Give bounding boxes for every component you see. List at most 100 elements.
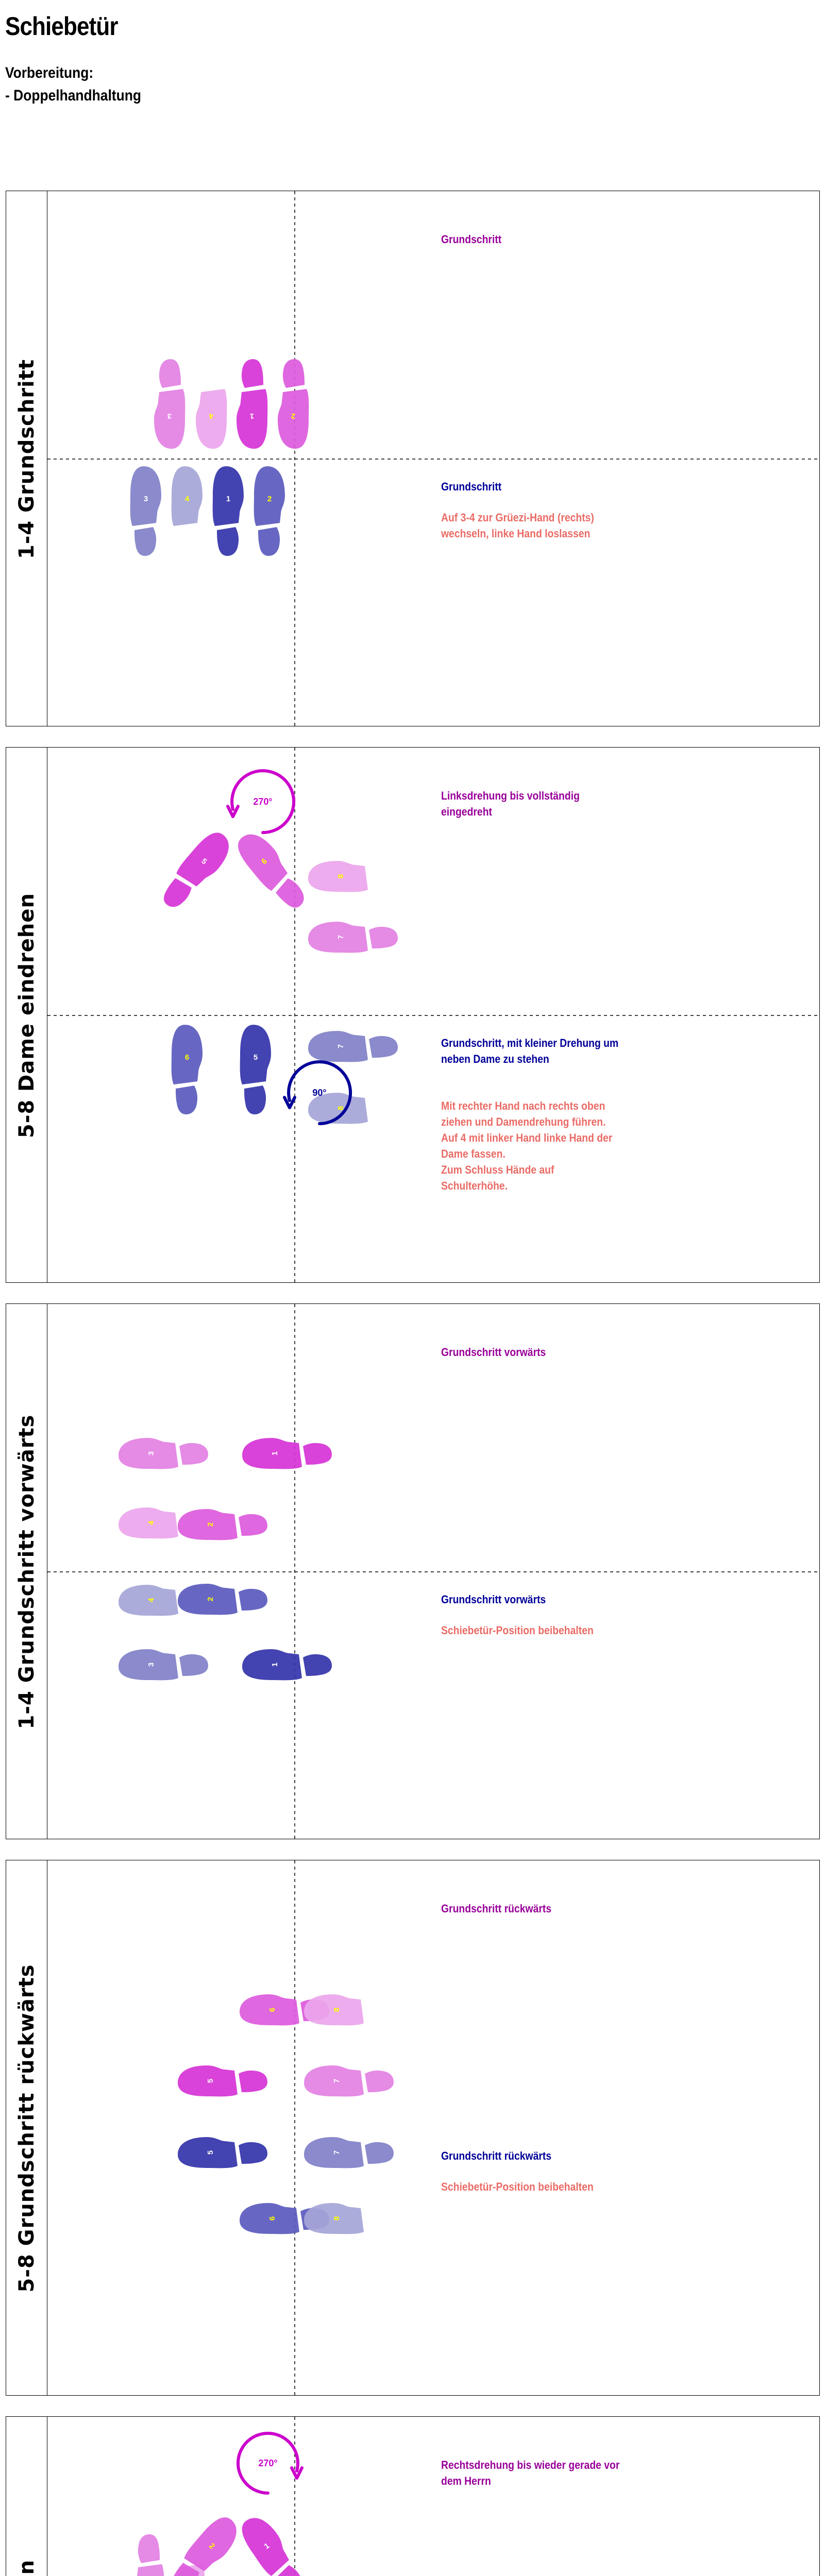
lady-instruction: Grundschritt (441, 233, 502, 246)
man-footprint-step-1: 1 (212, 466, 244, 556)
heel-shape (179, 1654, 208, 1676)
lead-note: Auf 3-4 zur Grüezi-Hand (rechts) wechsel… (441, 511, 594, 540)
sole-shape (304, 2137, 364, 2168)
man-footprint-step-7: 7 (304, 2137, 394, 2168)
heel-shape (365, 2142, 394, 2164)
lady-rotation-arrow: 270° (226, 769, 296, 834)
step-number: 2 (206, 1522, 215, 1527)
page-title: Schiebetür (5, 12, 118, 41)
figure-panel-2: 5-8 Dame eindrehen 5 6 8 7 6 5 7 8 270° 90° Links… (6, 747, 820, 1283)
figure-panel-3: 1-4 Grundschritt vorwärts 3 1 4 2 4 2 3 1 Grund… (6, 1303, 820, 1840)
sole-shape (254, 466, 285, 526)
sole-shape (178, 1584, 238, 1615)
lady-instruction: Rechtsdrehung bis wieder gerade vor dem … (441, 2459, 620, 2487)
lady-footprint-step-8: 8 (308, 861, 368, 892)
arrowhead-icon (290, 2466, 304, 2480)
rotation-arc (287, 1060, 352, 1125)
step-number: 8 (336, 874, 345, 878)
heel-shape (239, 1588, 267, 1611)
man-instruction: Grundschritt (441, 480, 502, 493)
step-number: 3 (144, 495, 148, 503)
heel-shape (171, 2563, 199, 2576)
step-number: 8 (332, 2216, 341, 2221)
man-footprint-step-4: 4 (119, 1585, 178, 1616)
sole-shape (238, 834, 288, 891)
step-number: 3 (167, 412, 172, 420)
sole-shape (240, 1994, 299, 2026)
sole-shape (237, 389, 268, 449)
heel-shape (239, 2070, 267, 2092)
lady-footprint-step-4: 4 (119, 1507, 178, 1539)
man-footprint-step-8: 8 (308, 1093, 368, 1124)
man-footprint-step-2: 2 (178, 1584, 267, 1615)
sole-shape (196, 389, 227, 449)
sole-shape (240, 1025, 271, 1084)
preparation: Vorbereitung: - Doppelhandhaltung (5, 62, 141, 107)
step-number: 6 (268, 2216, 277, 2221)
man-instruction: Grundschritt, mit kleiner Drehung um neb… (441, 1037, 619, 1065)
sole-shape (119, 1585, 178, 1616)
heel-shape (134, 527, 157, 556)
sole-shape (176, 833, 229, 887)
man-footprint-step-8: 8 (304, 2203, 364, 2234)
sole-shape (119, 1649, 178, 1681)
sole-shape (178, 1509, 238, 1540)
heel-shape (303, 1443, 332, 1465)
arrowhead-icon (226, 805, 240, 818)
heel-shape (217, 527, 239, 556)
step-number: 6 (185, 1053, 189, 1062)
step-number: 4 (185, 495, 190, 503)
heel-shape (258, 527, 280, 556)
step-number: 5 (206, 2079, 215, 2083)
sole-shape (308, 1031, 368, 1062)
sole-shape (178, 2137, 238, 2168)
sole-shape (304, 2203, 364, 2234)
sole-shape (242, 1649, 302, 1681)
footstep-diagram: 3 1 4 2 4 2 3 1 (47, 1304, 820, 1840)
step-number: 1 (271, 1663, 279, 1667)
arrowhead-icon (283, 1096, 296, 1109)
lady-footprint-step-7: 7 (304, 2065, 394, 2097)
step-number: 7 (332, 2150, 341, 2155)
step-number: 1 (250, 412, 254, 420)
man-footprint-step-3: 3 (119, 1649, 208, 1681)
lead-note: Schiebetür-Position beibehalten (441, 2180, 594, 2193)
lady-footprint-step-1: 1 (242, 2518, 304, 2576)
sole-shape (308, 1093, 368, 1124)
figure-panel-5: 1-4 Dame ausdrehen 34213412270°90° Recht… (6, 2416, 820, 2576)
step-number: 4 (147, 1598, 156, 1602)
man-rotation-arrow: 90° (283, 1060, 352, 1125)
step-number: 8 (336, 1106, 345, 1110)
man-instruction: Grundschritt vorwärts (441, 1593, 546, 1606)
step-number: 7 (332, 2079, 341, 2083)
step-number: 4 (209, 412, 213, 420)
count-label-cell: 1-4 Grundschritt vorwärts (6, 1304, 47, 1839)
sole-shape (240, 2203, 299, 2234)
heel-shape (179, 1443, 208, 1465)
step-number: 5 (254, 1053, 258, 1062)
lady-instruction: Linksdrehung bis vollständig eingedreht (441, 789, 580, 818)
man-footprint-step-3: 3 (130, 466, 161, 556)
lady-footprint-step-3: 3 (119, 1438, 208, 1469)
sole-shape (212, 466, 244, 526)
man-footprint-step-5: 5 (240, 1025, 271, 1114)
step-number: 7 (336, 1044, 345, 1048)
heel-shape (163, 878, 192, 907)
lady-footprint-step-4: 4 (196, 389, 227, 449)
lady-instruction: Grundschritt rückwärts (441, 1902, 552, 1915)
sole-shape (308, 922, 368, 953)
sole-shape (171, 466, 203, 526)
step-number: 4 (147, 1520, 156, 1525)
heel-shape (138, 2534, 160, 2563)
count-label-cell: 1-4 Dame ausdrehen (6, 2417, 47, 2576)
lady-instruction: Grundschritt vorwärts (441, 1346, 546, 1359)
man-instruction: Grundschritt rückwärts (441, 2149, 552, 2162)
lead-note: Schiebetür-Position beibehalten (441, 1624, 594, 1637)
preparation-item: - Doppelhandhaltung (5, 87, 141, 104)
lady-footprint-step-3: 3 (154, 359, 186, 449)
lady-footprint-step-5: 5 (163, 833, 229, 907)
man-footprint-step-6: 6 (171, 1025, 203, 1114)
lady-footprint-step-8: 8 (304, 1994, 364, 2026)
preparation-heading: Vorbereitung: (5, 64, 94, 81)
